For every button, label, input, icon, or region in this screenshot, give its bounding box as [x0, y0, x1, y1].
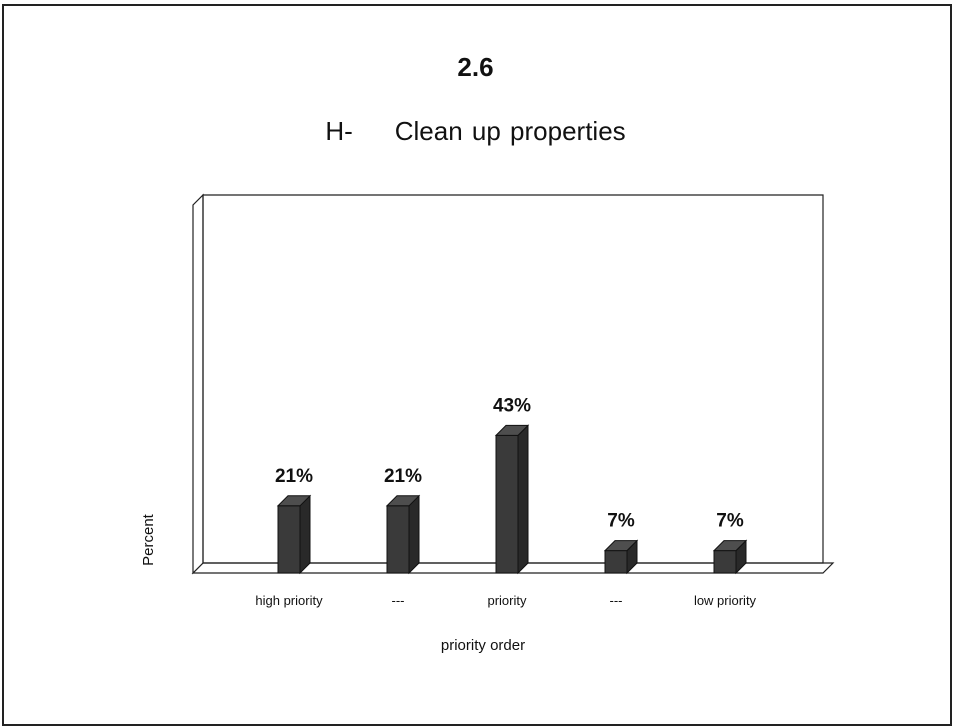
- data-label: 21%: [275, 466, 313, 487]
- data-label: 7%: [607, 511, 635, 532]
- bar-top: [712, 540, 748, 552]
- bar: [385, 494, 421, 575]
- bar: [276, 494, 312, 575]
- bars: 21% 21% 43% 7% 7%: [275, 395, 748, 575]
- figure-number: 2.6: [457, 52, 494, 82]
- chart-title-text: Clean up properties: [394, 116, 626, 146]
- data-label: 7%: [716, 511, 744, 532]
- chart-side-wall: [192, 193, 204, 575]
- bar: [494, 424, 530, 575]
- bar-top: [494, 424, 530, 436]
- chart-title: H- Clean up properties: [0, 116, 951, 147]
- x-tick-label: ---: [610, 593, 623, 608]
- bar-side: [408, 494, 420, 575]
- bar-front: [604, 550, 628, 574]
- figure-frame: [2, 4, 952, 726]
- x-tick-label: low priority: [694, 593, 757, 608]
- bar-side: [517, 424, 529, 575]
- bar-top: [603, 540, 639, 552]
- x-tick-labels: high priority --- priority --- low priority: [255, 593, 756, 608]
- bar-front: [495, 434, 519, 574]
- data-label: 21%: [384, 466, 422, 487]
- x-axis-label: priority order: [441, 637, 525, 654]
- bar-front: [277, 505, 301, 574]
- y-axis-label: Percent: [140, 513, 157, 566]
- x-tick-label: ---: [392, 593, 405, 608]
- bar-front: [386, 505, 410, 574]
- bar: [603, 539, 639, 575]
- bar: [712, 539, 748, 575]
- bar-top: [385, 495, 421, 507]
- x-tick-label: high priority: [255, 593, 323, 608]
- data-label: 43%: [493, 395, 531, 416]
- x-tick-label: priority: [487, 593, 527, 608]
- bar-side: [299, 494, 311, 575]
- chart-back-wall: [202, 194, 824, 564]
- bar-front: [713, 550, 737, 574]
- chart-title-prefix: H-: [325, 116, 353, 146]
- bar-top: [276, 495, 312, 507]
